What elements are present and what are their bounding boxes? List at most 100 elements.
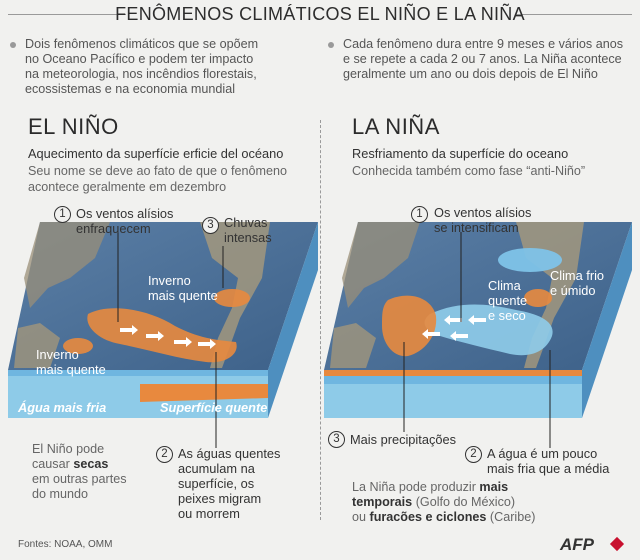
el-nino-step1-line: Os ventos alísios <box>76 206 174 221</box>
la-nina-side-face <box>582 222 632 418</box>
intro-right-line: geralmente um ano ou dois depois de El N… <box>343 67 598 81</box>
la-nina-note-text: (Golfo do México) <box>412 495 516 509</box>
el-nino-step3-label: Chuvas intensas <box>224 215 272 245</box>
la-nina-warm-pool <box>382 295 437 357</box>
map-label-line: e úmido <box>550 283 596 298</box>
la-nina-note-bold: temporais <box>352 495 413 509</box>
el-nino-subtitle: Aquecimento da superfície erficie del oc… <box>28 146 284 161</box>
la-nina-step2-number: 2 <box>465 446 482 463</box>
title-rule-left <box>8 14 126 15</box>
la-nina-note-line: temporais (Golfo do México) <box>352 495 535 510</box>
map-label-line: Clima frio <box>550 268 605 283</box>
title-rule-right <box>516 14 632 15</box>
map-label-line: Inverno <box>36 347 79 362</box>
la-nina-step1-number: 1 <box>411 206 428 223</box>
el-nino-desc-line: acontece geralmente em dezembro <box>28 180 227 194</box>
el-nino-desc-line: Seu nome se deve ao fato de que o fenôme… <box>28 164 288 178</box>
la-nina-step3-number: 3 <box>328 431 345 448</box>
la-nina-note-line: La Niña pode produzir mais <box>352 480 535 495</box>
intro-right: Cada fenômeno dura entre 9 meses e vário… <box>343 37 623 82</box>
el-nino-cold-water-band <box>8 376 140 418</box>
el-nino-step2-line: acumulam na <box>178 461 255 476</box>
bullet-right <box>328 42 334 48</box>
el-nino-step1-label: Os ventos alísios enfraquecem <box>76 206 173 236</box>
la-nina-subtitle: Resfriamento da superfície do oceano <box>352 146 569 161</box>
el-nino-warm-surface-band <box>140 384 268 402</box>
intro-left-line: Dois fenômenos climáticos que se opõem <box>25 37 259 51</box>
intro-left-line: ecossistemas e na economia mundial <box>25 82 236 96</box>
title-bar: FENÔMENOS CLIMÁTICOS EL NIÑO E LA NIÑA <box>0 0 640 30</box>
la-nina-step3-label: Mais precipitações <box>350 432 456 447</box>
la-nina-wind-arrows <box>422 315 486 341</box>
el-nino-step2-line: As águas quentes <box>178 446 281 461</box>
el-nino-description: Seu nome se deve ao fato de que o fenôme… <box>28 163 287 195</box>
source-credit: Fontes: NOAA, OMM <box>18 539 113 550</box>
page-title: FENÔMENOS CLIMÁTICOS EL NIÑO E LA NIÑA <box>115 4 525 24</box>
la-nina-description: Conhecida também como fase “anti-Niño” <box>352 164 586 178</box>
el-nino-step2-line: peixes migram <box>178 491 262 506</box>
el-nino-land-asia <box>24 222 110 308</box>
map-label-line: e seco <box>488 308 526 323</box>
la-nina-note-text: (Caribe) <box>486 510 536 524</box>
la-nina-step2-label: A água é um pouco mais fria que a média <box>487 446 609 476</box>
el-nino-warmer-winter-west: Inverno mais quente <box>36 347 106 377</box>
afp-logo: AFP <box>560 535 594 554</box>
map-label-line: Inverno <box>148 273 191 288</box>
la-nina-front-top <box>324 370 582 376</box>
map-label-line: Clima <box>488 278 521 293</box>
el-nino-warm-surface-label: Superfície quente <box>160 400 268 415</box>
la-nina-warm-dry-label: Clima quente e seco <box>488 278 527 323</box>
el-nino-step2-line: superfície, os <box>178 476 255 491</box>
el-nino-note-line: El Niño pode <box>32 442 105 456</box>
map-label-line: quente <box>488 293 528 308</box>
el-nino-cold-water-label: Água mais fria <box>18 400 107 415</box>
la-nina-cold-humid-label: Clima frio e úmido <box>550 268 604 298</box>
column-divider <box>320 120 321 520</box>
el-nino-note-text: causar <box>32 457 74 471</box>
el-nino-step1-line: enfraquecem <box>76 221 151 236</box>
el-nino-warm-spot-west <box>63 338 93 354</box>
intro-right-line: Cada fenômeno dura entre 9 meses e vário… <box>343 37 624 51</box>
bullet-left <box>10 42 16 48</box>
el-nino-note-line: do mundo <box>32 487 89 501</box>
map-label-line: mais quente <box>148 288 218 303</box>
la-nina-step1-line: se intensificam <box>434 220 519 235</box>
la-nina-note: La Niña pode produzir mais temporais (Go… <box>352 480 535 525</box>
la-nina-land-australia <box>330 323 376 368</box>
el-nino-step3-line: Chuvas <box>224 215 268 230</box>
intro-left-line: na meteorologia, nos incêndios florestai… <box>25 67 257 81</box>
el-nino-step3-number: 3 <box>202 217 219 234</box>
intro-right-line: e se repete a cada 2 ou 7 anos. La Niña … <box>343 52 622 66</box>
la-nina-note-bold: furacões e ciclones <box>369 510 487 524</box>
la-nina-step1-line: Os ventos alísios <box>434 205 532 220</box>
la-nina-cold-spot <box>498 248 562 272</box>
la-nina-front-water <box>324 376 582 418</box>
intro-left: Dois fenômenos climáticos que se opõem n… <box>25 37 258 97</box>
la-nina-ocean-block <box>324 222 632 448</box>
el-nino-warm-spot-east <box>214 289 250 307</box>
la-nina-step2-line: A água é um pouco <box>487 446 598 461</box>
el-nino-step2-line: ou morrem <box>178 506 240 521</box>
la-nina-cold-tongue <box>424 304 553 356</box>
la-nina-step1-label: Os ventos alísios se intensificam <box>434 205 531 235</box>
el-nino-front-top <box>8 370 268 376</box>
afp-logo-mark <box>609 536 625 552</box>
la-nina-title: LA NIÑA <box>352 114 440 139</box>
el-nino-ocean-block <box>8 222 318 448</box>
el-nino-step2-label: As águas quentes acumulam na superfície,… <box>178 446 280 521</box>
el-nino-land-australia <box>14 323 60 368</box>
la-nina-surface-band <box>324 376 582 384</box>
el-nino-note-bold: secas <box>73 457 109 471</box>
el-nino-warmer-winter-east: Inverno mais quente <box>148 273 218 303</box>
intro-left-line: no Oceano Pacífico e podem ter impacto <box>25 52 254 66</box>
el-nino-step2-number: 2 <box>156 446 173 463</box>
la-nina-note-text: ou <box>352 510 370 524</box>
la-nina-note-bold: mais <box>479 480 509 494</box>
map-label-line: mais quente <box>36 362 106 377</box>
el-nino-wind-arrows <box>120 325 216 349</box>
el-nino-step1-number: 1 <box>54 206 71 223</box>
el-nino-note-line: em outras partes <box>32 472 127 486</box>
el-nino-side-face <box>268 222 318 418</box>
la-nina-note-line: ou furacões e ciclones (Caribe) <box>352 510 535 525</box>
la-nina-note-text: La Niña pode produzir <box>352 480 480 494</box>
